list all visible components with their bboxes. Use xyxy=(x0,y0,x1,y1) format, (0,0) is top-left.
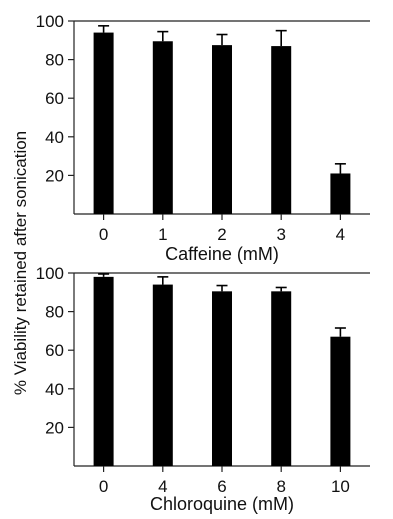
chloroquine-y-tick-label: 100 xyxy=(36,264,64,283)
chloroquine-bar-4 xyxy=(152,284,173,466)
caffeine-bar-1 xyxy=(152,41,173,214)
y-axis-title: % Viability retained after sonication xyxy=(11,131,30,395)
caffeine-bar-0 xyxy=(93,32,114,214)
caffeine-y-tick-label: 20 xyxy=(45,166,64,185)
chloroquine-bar-0 xyxy=(93,276,114,466)
chloroquine-y-tick-label: 80 xyxy=(45,303,64,322)
caffeine-x-tick-label: 4 xyxy=(336,225,345,244)
chloroquine-panel: 20 40 60 80 100 0 4 6 8 10 Chloroquine (mM) xyxy=(36,264,370,514)
caffeine-y-tick-label: 60 xyxy=(45,89,64,108)
chloroquine-bar-10 xyxy=(330,336,351,466)
caffeine-bar-2 xyxy=(212,45,232,214)
chloroquine-x-tick-label: 10 xyxy=(331,477,350,496)
caffeine-bar-4 xyxy=(330,173,351,214)
caffeine-y-tick-label: 100 xyxy=(36,12,64,31)
chloroquine-bar-8 xyxy=(271,291,292,466)
chloroquine-x-tick-label: 6 xyxy=(217,477,226,496)
chloroquine-x-tick-label: 0 xyxy=(99,477,108,496)
caffeine-x-tick-label: 1 xyxy=(158,225,167,244)
chloroquine-x-tick-label: 4 xyxy=(158,477,167,496)
caffeine-x-tick-label: 2 xyxy=(217,225,226,244)
caffeine-x-tick-label: 0 xyxy=(99,225,108,244)
caffeine-y-tick-label: 80 xyxy=(45,51,64,70)
chloroquine-bar-6 xyxy=(212,291,232,466)
chloroquine-x-axis-title: Chloroquine (mM) xyxy=(150,494,294,514)
caffeine-bar-3 xyxy=(271,46,292,215)
chloroquine-y-tick-label: 40 xyxy=(45,380,64,399)
caffeine-y-tick-label: 40 xyxy=(45,128,64,147)
caffeine-x-axis-title: Caffeine (mM) xyxy=(165,244,279,264)
chloroquine-x-tick-label: 8 xyxy=(276,477,285,496)
caffeine-x-tick-label: 3 xyxy=(276,225,285,244)
chloroquine-y-tick-label: 60 xyxy=(45,341,64,360)
caffeine-panel: 20 40 60 80 100 0 1 2 3 4 Caffeine (mM) xyxy=(36,12,370,264)
chloroquine-y-tick-label: 20 xyxy=(45,418,64,437)
